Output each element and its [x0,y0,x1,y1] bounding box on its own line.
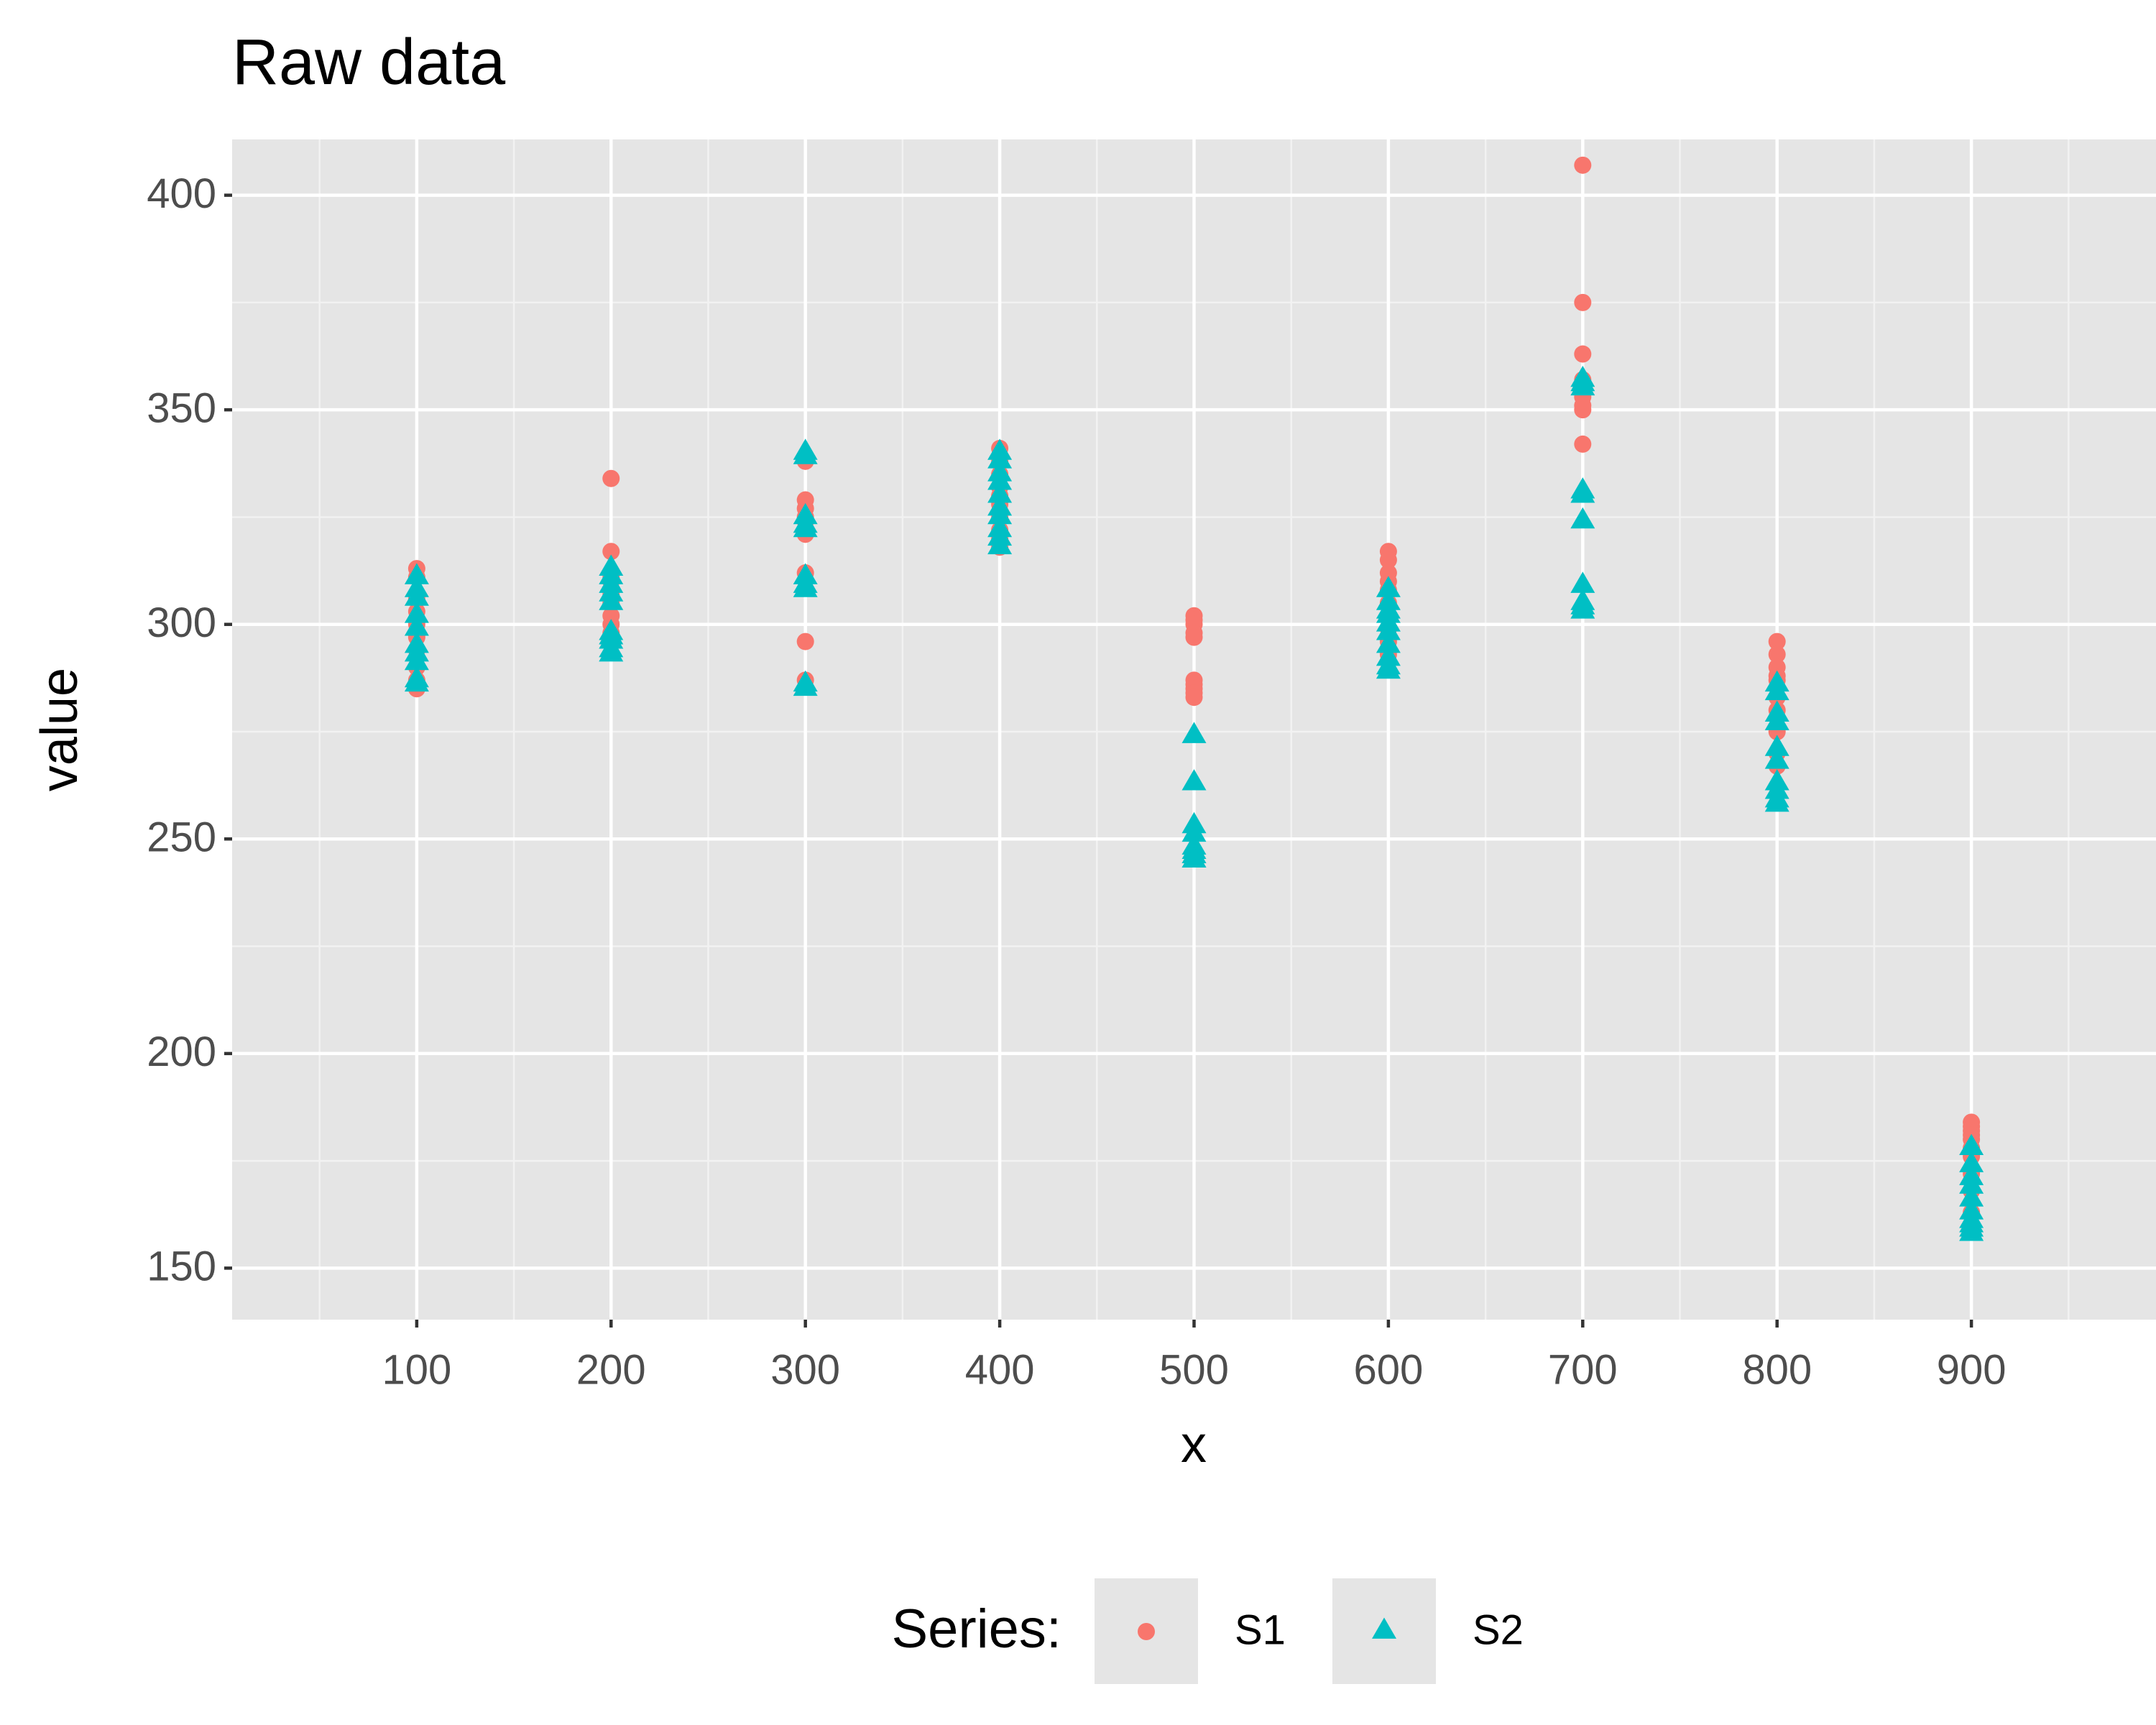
point [1764,790,1789,812]
point [1181,722,1207,743]
point [1764,748,1789,769]
point [602,543,620,561]
x-tick-label: 900 [1937,1346,2007,1393]
point [404,670,429,692]
x-tick-label: 200 [576,1346,646,1393]
point [1768,645,1786,663]
point [1959,1133,1984,1156]
point [404,602,429,623]
point [1764,709,1789,730]
point [1181,820,1207,842]
y-tick-label: 150 [147,1243,216,1290]
point [1764,678,1789,701]
point [1185,689,1203,707]
legend-symbol [1372,1617,1396,1639]
legend: S1 S2 [1095,1578,1524,1684]
x-tick-label: 500 [1159,1346,1229,1393]
point [1764,735,1789,756]
y-tick-label: 350 [147,385,216,431]
point [1570,571,1595,593]
y-tick-label: 250 [147,814,216,861]
point [1574,435,1592,453]
y-tick-label: 400 [147,170,216,217]
x-tick-label: 300 [770,1346,840,1393]
point [1376,576,1401,597]
point [987,502,1013,525]
y-tick-label: 300 [147,599,216,646]
point [1768,632,1786,650]
point [1376,619,1401,640]
x-tick-label: 700 [1548,1346,1618,1393]
x-tick-label: 600 [1354,1346,1424,1393]
point [987,482,1013,503]
point [1959,1172,1984,1194]
point [599,589,624,610]
point [1185,628,1203,646]
legend-label: S1 [1235,1606,1286,1653]
point [1574,293,1592,311]
point [1959,1151,1984,1172]
x-tick-label: 800 [1742,1346,1812,1393]
point [602,469,620,487]
point [1376,632,1401,653]
point [404,648,429,671]
point [793,576,818,597]
point [793,515,818,538]
point [1959,1220,1984,1241]
point [1379,551,1397,569]
y-axis-title: value [31,668,88,791]
x-axis-title: x [1181,1416,1207,1473]
legend-title: Series: [891,1598,1061,1660]
x-tick-label: 100 [382,1346,451,1393]
legend-label: S2 [1473,1606,1524,1653]
point [599,640,624,662]
point [1574,401,1592,419]
point [987,469,1013,490]
point [987,447,1013,469]
point [404,584,429,606]
point [987,533,1013,555]
point [1376,657,1401,679]
points [404,156,1984,1241]
point [1570,369,1595,392]
point [1574,156,1592,174]
chart-title: Raw data [232,27,506,98]
point [1570,482,1595,503]
point [1574,345,1592,363]
point [404,563,429,584]
point [1181,769,1207,791]
point [1570,507,1595,529]
point [793,674,818,696]
y-tick-label: 200 [147,1029,216,1075]
x-tick-label: 400 [965,1346,1035,1393]
point [796,632,814,650]
legend-symbol [1138,1623,1155,1640]
point [1181,846,1207,868]
point [404,615,429,636]
point [793,443,818,464]
point [1570,597,1595,619]
point [1959,1185,1984,1207]
